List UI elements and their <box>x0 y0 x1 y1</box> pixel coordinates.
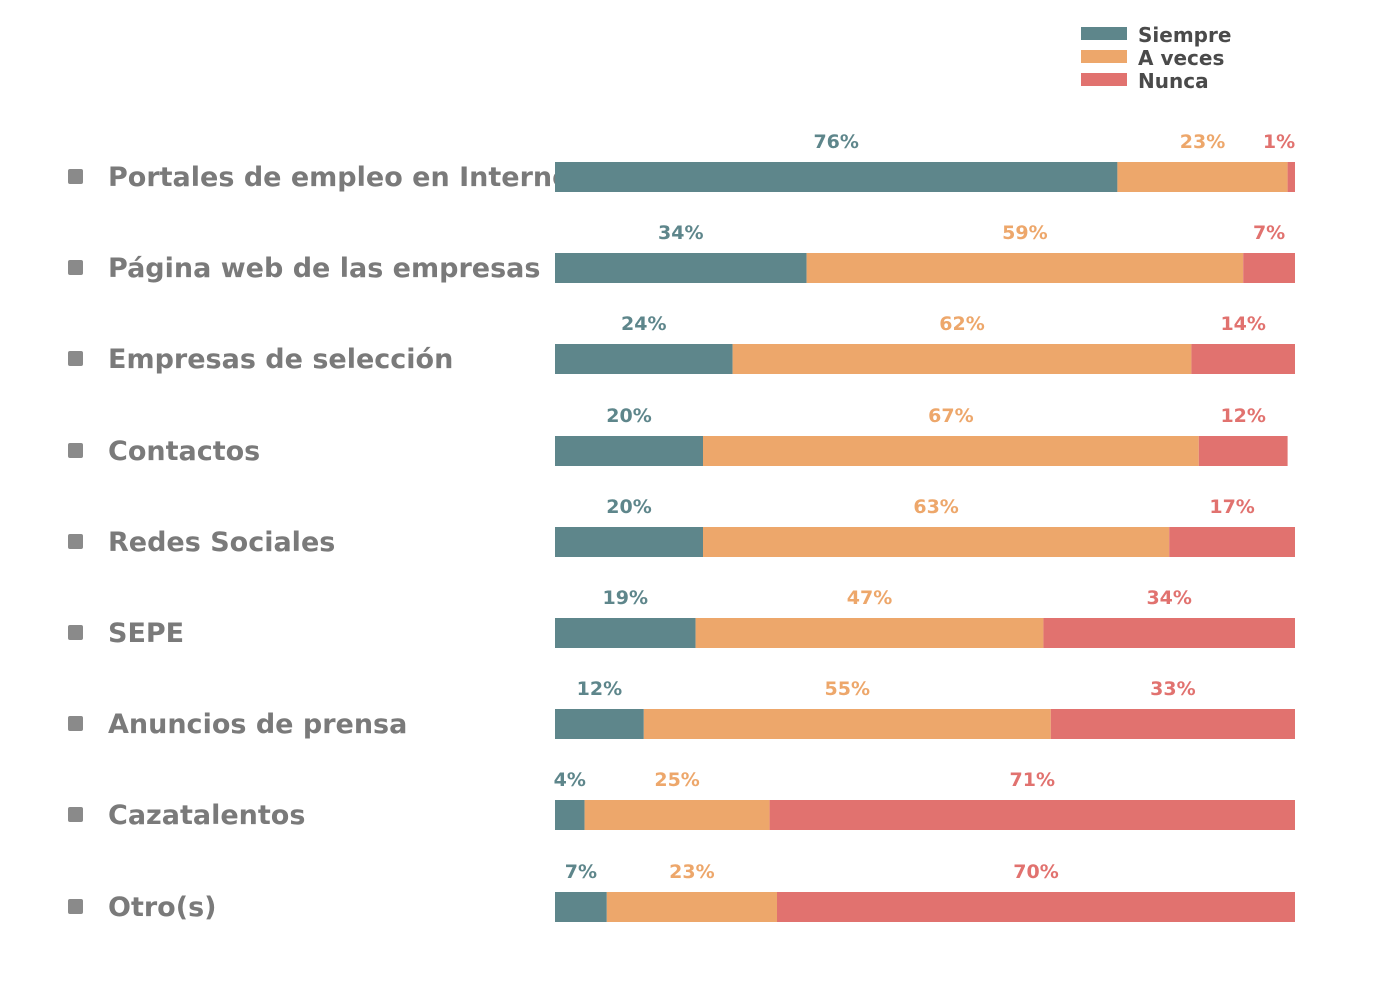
category-bullet <box>68 260 83 275</box>
legend-label: Siempre <box>1138 23 1231 47</box>
chart-rows: Portales de empleo en Internet 76% 23% 1% Pá… <box>68 131 1295 923</box>
chart-row: Página web de las empresas 34% 59% 7% <box>68 222 1295 284</box>
bar-segment-a-veces <box>703 436 1199 466</box>
value-label: 7% <box>565 861 597 883</box>
legend-label: A veces <box>1138 46 1224 70</box>
value-label: 12% <box>577 678 622 700</box>
legend-swatch <box>1081 73 1127 86</box>
chart-row: Anuncios de prensa 12% 55% 33% <box>68 678 1295 740</box>
category-bullet <box>68 169 83 184</box>
category-bullet <box>68 534 83 549</box>
bar-segment-siempre <box>555 436 703 466</box>
value-label: 47% <box>847 587 892 609</box>
value-label: 20% <box>606 405 651 427</box>
bar-segment-a-veces <box>732 344 1192 374</box>
bar-segment-nunca <box>777 892 1295 922</box>
category-label: Anuncios de prensa <box>108 709 407 740</box>
chart-row: Redes Sociales 20% 63% 17% <box>68 496 1295 558</box>
bar-segment-siempre <box>555 709 644 739</box>
category-label: Portales de empleo en Internet <box>108 162 583 193</box>
legend-item: Nunca <box>1081 69 1209 93</box>
value-label: 70% <box>1013 861 1058 883</box>
bar-segment-nunca <box>1191 344 1295 374</box>
chart-row: Cazatalentos 4% 25% 71% <box>68 769 1295 831</box>
bar-segment-siempre <box>555 800 585 830</box>
value-label: 76% <box>813 131 858 153</box>
value-label: 59% <box>1002 222 1047 244</box>
value-label: 62% <box>939 313 984 335</box>
category-label: Cazatalentos <box>108 800 305 831</box>
bar-segment-nunca <box>1198 436 1288 466</box>
value-label: 33% <box>1150 678 1195 700</box>
value-label: 34% <box>658 222 703 244</box>
category-bullet <box>68 625 83 640</box>
value-label: 17% <box>1209 496 1254 518</box>
bar-segment-siempre <box>555 253 807 283</box>
value-label: 34% <box>1146 587 1191 609</box>
bar-segment-a-veces <box>703 527 1170 557</box>
chart-row: Contactos 20% 67% 12% <box>68 405 1288 467</box>
category-bullet <box>68 807 83 822</box>
bar-segment-nunca <box>1243 253 1295 283</box>
value-label: 63% <box>913 496 958 518</box>
bar-segment-siempre <box>555 618 696 648</box>
value-label: 20% <box>606 496 651 518</box>
chart-row: Otro(s) 7% 23% 70% <box>68 861 1295 923</box>
bar-segment-nunca <box>769 800 1295 830</box>
category-bullet <box>68 899 83 914</box>
value-label: 55% <box>825 678 870 700</box>
category-bullet <box>68 351 83 366</box>
value-label: 7% <box>1253 222 1285 244</box>
value-label: 14% <box>1220 313 1265 335</box>
legend-item: Siempre <box>1081 23 1231 47</box>
category-label: Página web de las empresas <box>108 253 540 284</box>
bar-segment-siempre <box>555 527 703 557</box>
bar-segment-nunca <box>1043 618 1295 648</box>
category-label: Redes Sociales <box>108 527 335 558</box>
chart-row: Portales de empleo en Internet 76% 23% 1% <box>68 131 1295 193</box>
category-bullet <box>68 443 83 458</box>
bar-segment-nunca <box>1169 527 1295 557</box>
value-label: 19% <box>603 587 648 609</box>
bar-segment-nunca <box>1287 162 1295 192</box>
bar-segment-siempre <box>555 344 733 374</box>
value-label: 25% <box>654 769 699 791</box>
bar-segment-a-veces <box>806 253 1244 283</box>
bar-segment-siempre <box>555 162 1118 192</box>
category-label: Empresas de selección <box>108 344 453 375</box>
category-bullet <box>68 716 83 731</box>
legend-swatch <box>1081 27 1127 40</box>
bar-segment-siempre <box>555 892 607 922</box>
value-label: 67% <box>928 405 973 427</box>
legend-swatch <box>1081 50 1127 63</box>
value-label: 4% <box>554 769 586 791</box>
bar-segment-a-veces <box>1117 162 1288 192</box>
category-label: Contactos <box>108 436 260 467</box>
legend-label: Nunca <box>1138 69 1209 93</box>
bar-segment-a-veces <box>606 892 777 922</box>
category-label: Otro(s) <box>108 892 216 923</box>
value-label: 71% <box>1010 769 1055 791</box>
bar-segment-a-veces <box>584 800 770 830</box>
value-label: 1% <box>1263 131 1295 153</box>
bar-segment-nunca <box>1050 709 1295 739</box>
bar-segment-a-veces <box>695 618 1044 648</box>
value-label: 12% <box>1220 405 1265 427</box>
legend-item: A veces <box>1081 46 1224 70</box>
value-label: 23% <box>1180 131 1225 153</box>
bar-segment-a-veces <box>643 709 1051 739</box>
value-label: 24% <box>621 313 666 335</box>
chart-row: Empresas de selección 24% 62% 14% <box>68 313 1295 375</box>
category-label: SEPE <box>108 618 184 649</box>
chart-row: SEPE 19% 47% 34% <box>68 587 1295 649</box>
value-label: 23% <box>669 861 714 883</box>
